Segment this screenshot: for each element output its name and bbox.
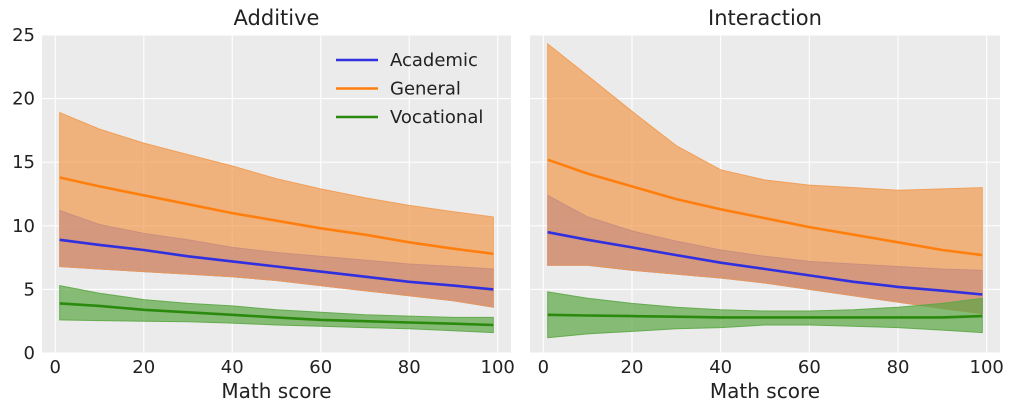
x-tick-label: 100	[481, 357, 515, 378]
y-tick-label: 25	[12, 25, 35, 46]
x-tick-label: 40	[709, 357, 732, 378]
line-academic	[547, 230, 983, 296]
y-tick-label: 5	[24, 279, 35, 300]
x-tick-label: 0	[50, 357, 61, 378]
x-tick-label: 100	[970, 357, 1004, 378]
line-general	[547, 158, 983, 257]
y-tick-label: 0	[24, 343, 35, 364]
x-axis-label: Math score	[221, 379, 331, 403]
line-general	[59, 176, 494, 256]
legend-label-academic: Academic	[390, 50, 478, 71]
x-tick-label: 80	[398, 357, 421, 378]
x-tick-label: 20	[621, 357, 644, 378]
x-tick-label: 80	[887, 357, 910, 378]
x-tick-label: 20	[132, 357, 155, 378]
y-tick-label: 20	[12, 89, 35, 110]
line-vocational	[547, 313, 983, 319]
x-axis-label: Math score	[710, 379, 820, 403]
band-vocational	[547, 291, 983, 339]
legend-label-general: General	[390, 79, 461, 100]
band-general	[59, 111, 494, 308]
panel-title: Additive	[234, 6, 320, 30]
line-vocational	[59, 302, 494, 327]
line-academic	[59, 238, 494, 291]
panel-title: Interaction	[708, 6, 822, 30]
panel-0: Additive 0 20 40 60 80 100 0 5 10 15 20 25 Math score…	[12, 6, 515, 403]
x-tick-label: 60	[798, 357, 821, 378]
legend-label-vocational: Vocational	[390, 107, 483, 128]
y-tick-label: 15	[12, 152, 35, 173]
x-tick-label: 0	[538, 357, 549, 378]
x-tick-label: 40	[221, 357, 244, 378]
legend: Academic General Vocational	[336, 50, 483, 128]
y-tick-label: 10	[12, 216, 35, 237]
x-tick-label: 60	[309, 357, 332, 378]
panel-1: Interaction 0 20 40 60 80 100 Math score	[530, 6, 1004, 403]
